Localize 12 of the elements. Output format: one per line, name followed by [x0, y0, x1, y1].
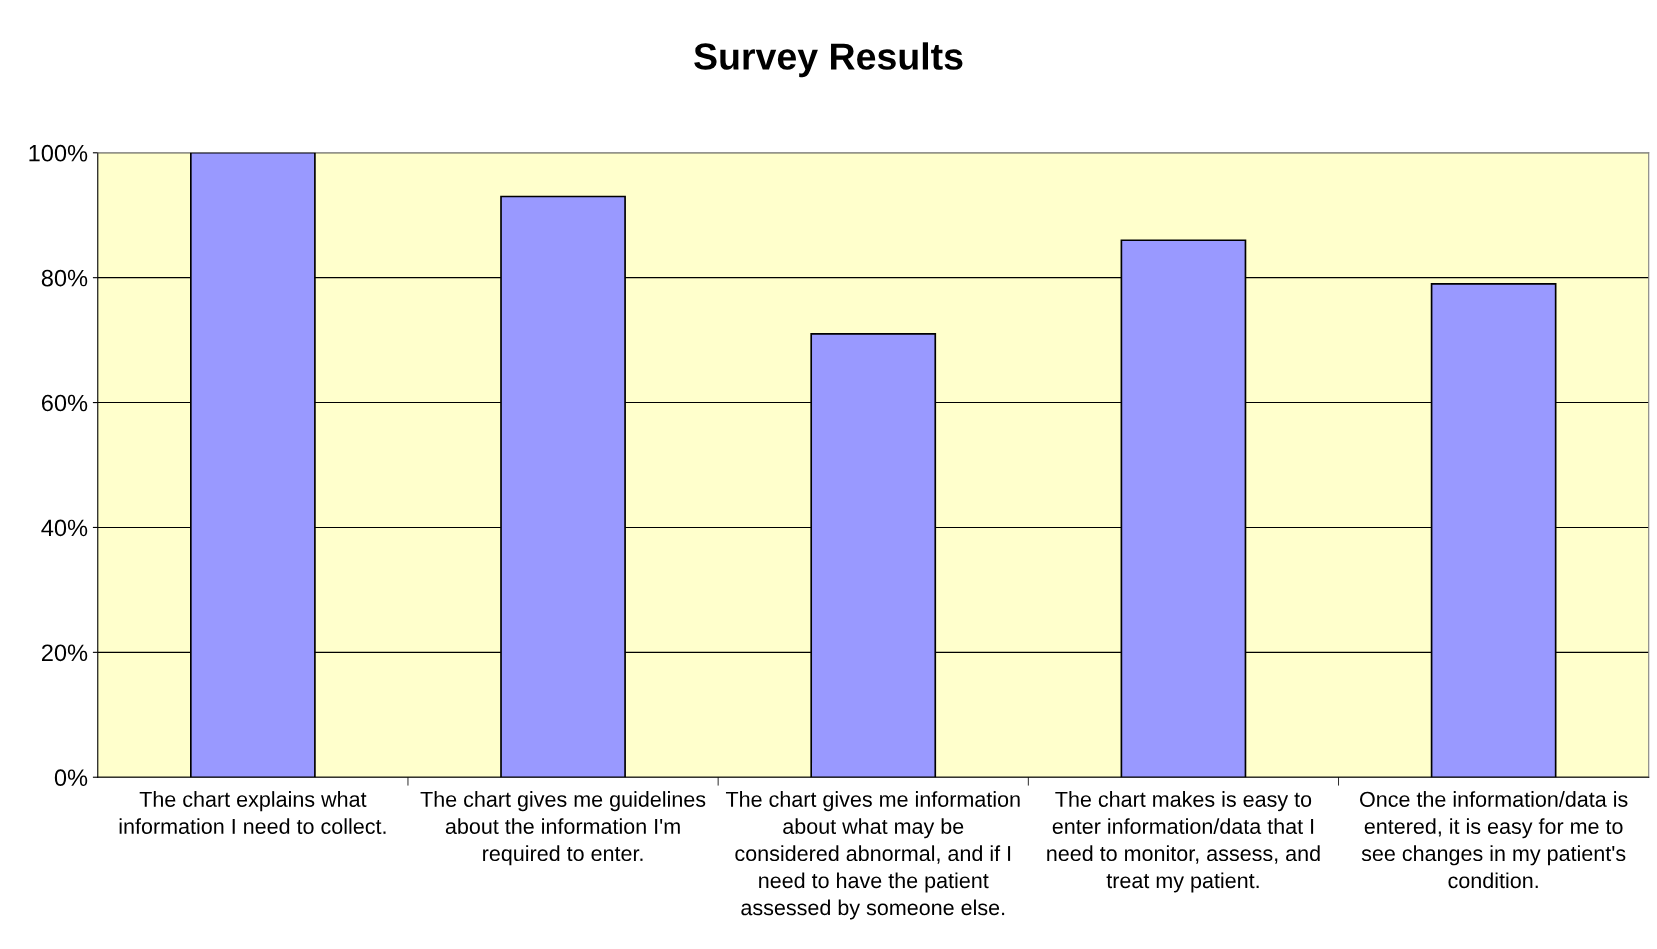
chart-title: Survey Results — [694, 42, 963, 78]
y-tick-label: 60% — [41, 394, 88, 412]
x-tick-label: The chart gives me guidelines about the information I'm required to enter. — [420, 791, 706, 866]
y-tick-label: 80% — [41, 269, 88, 287]
y-tick-label: 40% — [41, 519, 88, 537]
x-tick-label: Once the information/data is entered, it is easy for me to see changes in my patient's condition. — [1360, 791, 1628, 889]
x-tick-label: The chart makes is easy to enter information/data that I need to monitor, assess, and treat my patient. — [1047, 791, 1320, 893]
y-tick-label: 20% — [41, 644, 88, 662]
y-tick-label: 100% — [29, 144, 88, 162]
x-tick-label: The chart explains what information I need to collect. — [119, 791, 386, 835]
x-tick-label: The chart gives me information about what may be considered abnormal, and if I need to have the patient assessed by someone else. — [725, 791, 1020, 920]
y-tick-label: 0% — [54, 769, 88, 787]
